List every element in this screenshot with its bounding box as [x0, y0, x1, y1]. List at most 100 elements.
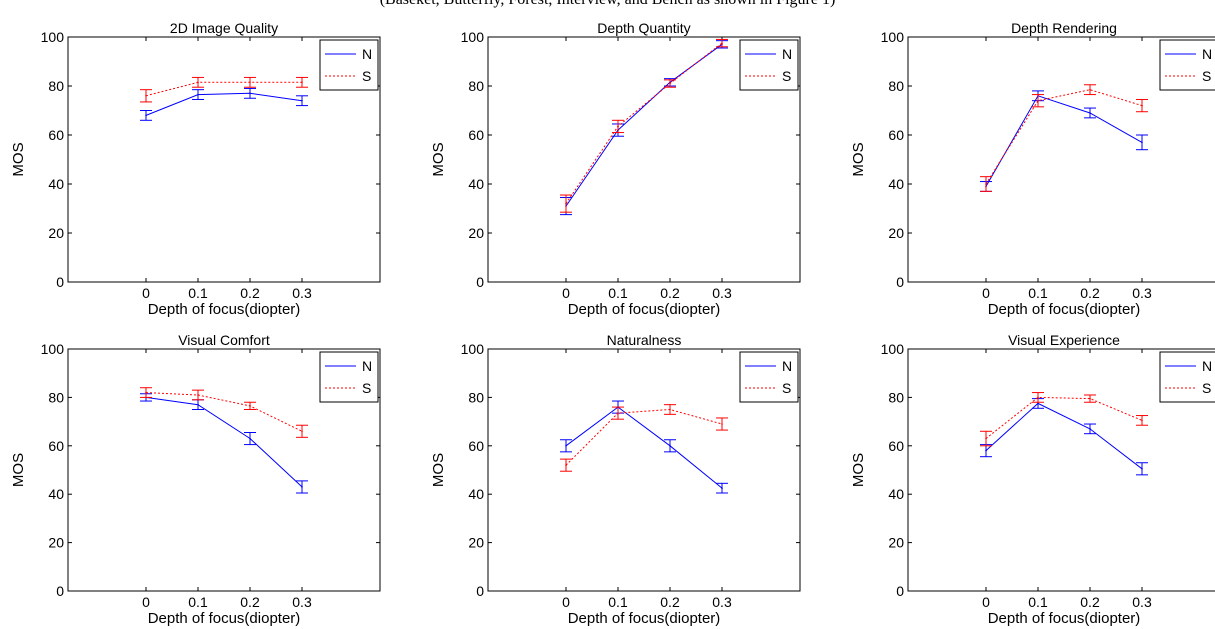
series-line-N	[565, 406, 723, 489]
x-tick-label: 0	[982, 285, 990, 301]
legend-label-S: S	[362, 68, 371, 84]
data-point-S	[301, 430, 303, 433]
y-tick-label: 60	[48, 127, 64, 143]
legend-label-N: N	[782, 46, 792, 62]
legend-label-S: S	[362, 380, 371, 396]
legend-label-S: S	[1202, 68, 1211, 84]
error-bar-S	[980, 176, 992, 192]
x-tick-label: 0.2	[240, 594, 260, 610]
legend-label-S: S	[782, 380, 791, 396]
y-tick-label: 60	[48, 438, 64, 454]
data-point-N	[197, 403, 199, 406]
x-tick-label: 0.3	[292, 285, 312, 301]
error-bar-S	[716, 38, 728, 48]
x-tick-label: 0	[142, 285, 150, 301]
error-bar-S	[1032, 392, 1044, 403]
y-axis-label: MOS	[430, 142, 447, 176]
data-point-S	[669, 82, 671, 85]
error-bar-S	[612, 119, 624, 134]
data-point-N	[145, 114, 147, 117]
legend-label-S: S	[1202, 380, 1211, 396]
data-point-N	[1089, 112, 1091, 114]
x-tick-label: 0.1	[1028, 285, 1048, 301]
y-tick-label: 100	[461, 29, 485, 45]
legend: NS	[1159, 39, 1215, 91]
series-line-N	[985, 402, 1143, 470]
y-tick-label: 80	[468, 78, 484, 94]
data-point-N	[565, 445, 567, 447]
error-bar-N	[1136, 134, 1148, 151]
data-point-S	[1089, 397, 1091, 400]
y-tick-label: 20	[888, 225, 904, 241]
data-point-S	[145, 391, 147, 394]
data-point-S	[669, 408, 671, 411]
figure-caption: (Baseket, Butterfly, Forest, Interview, …	[0, 0, 1215, 9]
y-tick-label: 20	[468, 535, 484, 551]
legend: NS	[319, 351, 379, 403]
plot-area	[67, 348, 381, 592]
data-point-S	[565, 464, 567, 466]
data-point-N	[301, 99, 303, 102]
y-tick-label: 20	[888, 535, 904, 551]
legend-label-N: N	[362, 46, 372, 62]
error-bar-N	[664, 439, 676, 453]
x-tick-label: 0.2	[1080, 594, 1100, 610]
y-tick-label: 0	[476, 274, 484, 290]
data-point-N	[1141, 141, 1143, 144]
legend: NS	[739, 351, 799, 403]
data-point-S	[1037, 99, 1039, 102]
error-bar-S	[192, 76, 204, 88]
error-bar-S	[244, 76, 256, 88]
x-tick-label: 0.3	[1132, 594, 1152, 610]
x-axis-label: Depth of focus(diopter)	[568, 610, 721, 627]
error-bar-S	[664, 79, 676, 88]
legend-box	[739, 39, 799, 91]
error-bar-S	[612, 406, 624, 420]
data-point-S	[1037, 396, 1039, 399]
legend-label-N: N	[1202, 358, 1212, 374]
x-tick-label: 0.1	[1028, 594, 1048, 610]
data-point-N	[669, 445, 671, 447]
data-point-N	[249, 92, 251, 95]
y-tick-label: 0	[56, 583, 64, 599]
x-axis-label: Depth of focus(diopter)	[988, 301, 1141, 318]
x-tick-label: 0	[982, 594, 990, 610]
y-tick-label: 80	[888, 78, 904, 94]
y-axis-label: MOS	[850, 453, 867, 487]
y-tick-label: 40	[888, 176, 904, 192]
data-point-N	[721, 487, 723, 489]
series-line-N	[985, 95, 1143, 187]
error-bar-S	[296, 424, 308, 438]
chart-title: Naturalness	[607, 332, 682, 348]
error-bar-S	[560, 194, 572, 213]
error-bar-N	[192, 89, 204, 100]
error-bar-S	[1032, 94, 1044, 108]
legend-label-N: N	[782, 358, 792, 374]
data-point-N	[1089, 428, 1091, 430]
y-tick-label: 60	[888, 127, 904, 143]
y-tick-label: 0	[476, 583, 484, 599]
chart-panel: Depth Quantity 0 20 40 60 80 100 0 0.1 0.2 0.3Dept…	[430, 20, 801, 318]
error-bar-N	[1136, 462, 1148, 476]
y-axis-label: MOS	[850, 142, 867, 176]
y-tick-label: 60	[468, 127, 484, 143]
series-line-S	[985, 89, 1143, 185]
error-bar-S	[664, 404, 676, 415]
y-tick-label: 0	[896, 274, 904, 290]
chart-title: Visual Experience	[1008, 332, 1120, 348]
x-tick-label: 0.1	[608, 285, 628, 301]
x-tick-label: 0	[562, 285, 570, 301]
legend-label-S: S	[782, 68, 791, 84]
error-bar-N	[140, 110, 152, 121]
data-point-S	[565, 202, 567, 205]
x-tick-label: 0	[562, 594, 570, 610]
legend: NS	[739, 39, 799, 91]
y-tick-label: 40	[888, 486, 904, 502]
y-tick-label: 60	[468, 438, 484, 454]
data-point-N	[301, 486, 303, 488]
chart-panel: Visual Experience 0 20 40 60 80 100 0 0.1 0.2 0.3D…	[850, 332, 1215, 627]
error-bar-N	[560, 439, 572, 453]
error-bar-S	[140, 89, 152, 103]
x-tick-label: 0.3	[1132, 285, 1152, 301]
data-point-S	[721, 423, 723, 425]
